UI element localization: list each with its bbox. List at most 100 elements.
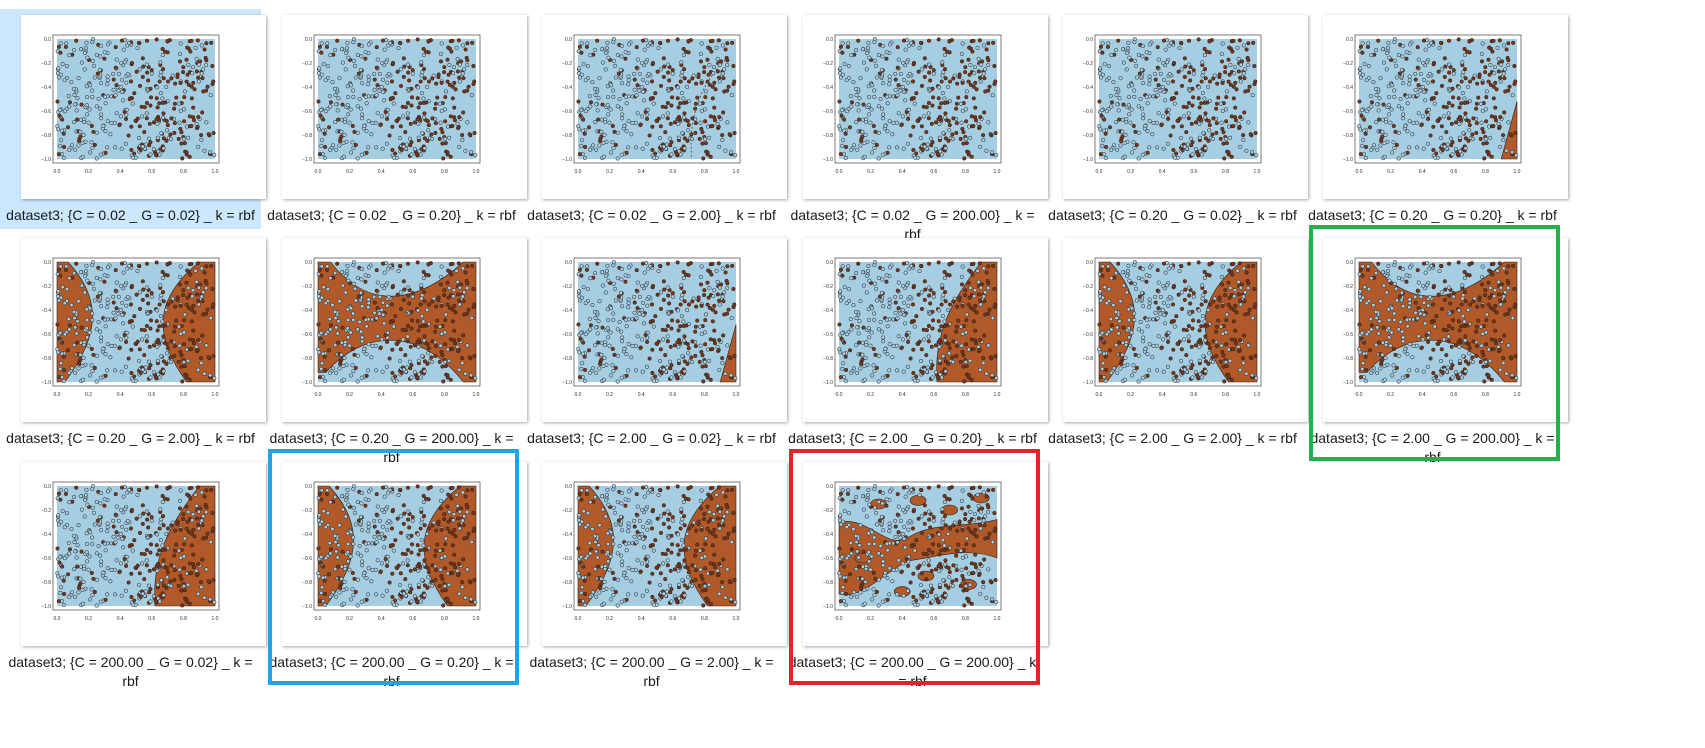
- svg-text:−0.4: −0.4: [41, 308, 51, 314]
- file-thumbnail[interactable]: 0.0 0.2 0.4 0.6 0.8 1.0 0.0 −0.2 −0.4 −0.6 −0.8 −1.…: [1302, 9, 1568, 229]
- svg-text:0.2: 0.2: [1387, 169, 1394, 175]
- file-thumbnail[interactable]: 0.0 0.2 0.4 0.6 0.8 1.0 0.0 −0.2 −0.4 −0.6 −0.8 −1.…: [1042, 9, 1308, 229]
- svg-text:−0.2: −0.2: [41, 61, 51, 67]
- svg-text:−0.8: −0.8: [1343, 133, 1353, 139]
- svg-text:0.0: 0.0: [565, 260, 572, 266]
- svg-text:0.0: 0.0: [54, 169, 61, 175]
- svg-text:−1.0: −1.0: [302, 157, 312, 163]
- plot-preview-image: 0.0 0.2 0.4 0.6 0.8 1.0 0.0 −0.2 −0.4 −0.6 −0.8 −1.…: [21, 462, 266, 646]
- file-name-label: dataset3; {C = 2.00 _ G = 0.02} _ k = rb…: [527, 430, 776, 446]
- svg-text:0.4: 0.4: [899, 169, 906, 175]
- file-name-label: dataset3; {C = 0.20 _ G = 200.00} _ k = …: [269, 430, 514, 465]
- file-thumbnail[interactable]: 0.0 0.2 0.4 0.6 0.8 1.0 0.0 −0.2 −0.4 −0.6 −0.8 −1.…: [0, 232, 266, 452]
- svg-text:−1.0: −1.0: [41, 157, 51, 163]
- svg-text:−0.8: −0.8: [302, 133, 312, 139]
- svg-text:−0.8: −0.8: [302, 356, 312, 362]
- svg-text:−1.0: −1.0: [302, 380, 312, 386]
- plot-preview-image: 0.0 0.2 0.4 0.6 0.8 1.0 0.0 −0.2 −0.4 −0.6 −0.8 −1.…: [282, 238, 527, 422]
- svg-text:0.2: 0.2: [346, 392, 353, 398]
- svg-text:−0.8: −0.8: [562, 133, 572, 139]
- file-thumbnail[interactable]: 0.0 0.2 0.4 0.6 0.8 1.0 0.0 −0.2 −0.4 −0.6 −0.8 −1.…: [0, 456, 266, 689]
- svg-text:0.4: 0.4: [1419, 169, 1426, 175]
- svg-text:0.6: 0.6: [669, 169, 676, 175]
- plot-preview-image: 0.0 0.2 0.4 0.6 0.8 1.0 0.0 −0.2 −0.4 −0.6 −0.8 −1.…: [542, 462, 787, 646]
- svg-text:0.8: 0.8: [701, 392, 708, 398]
- svg-text:0.0: 0.0: [1086, 260, 1093, 266]
- file-name-label: dataset3; {C = 0.02 _ G = 0.02} _ k = rb…: [6, 207, 255, 223]
- file-name-label: dataset3; {C = 0.02 _ G = 2.00} _ k = rb…: [527, 207, 776, 223]
- file-name-label: dataset3; {C = 200.00 _ G = 0.02} _ k = …: [8, 654, 253, 689]
- svg-text:0.0: 0.0: [836, 169, 843, 175]
- file-name-label: dataset3; {C = 2.00 _ G = 2.00} _ k = rb…: [1048, 430, 1297, 446]
- plot-preview-image: 0.0 0.2 0.4 0.6 0.8 1.0 0.0 −0.2 −0.4 −0.6 −0.8 −1.…: [21, 15, 266, 199]
- svg-text:0.8: 0.8: [441, 392, 448, 398]
- file-thumbnail[interactable]: 0.0 0.2 0.4 0.6 0.8 1.0 0.0 −0.2 −0.4 −0.6 −0.8 −1.…: [261, 456, 527, 689]
- svg-text:−0.4: −0.4: [823, 85, 833, 91]
- file-thumbnail[interactable]: 0.0 0.2 0.4 0.6 0.8 1.0 0.0 −0.2 −0.4 −0.6 −0.8 −1.…: [521, 456, 787, 689]
- svg-text:−0.6: −0.6: [302, 109, 312, 115]
- file-thumbnail[interactable]: 0.0 0.2 0.4 0.6 0.8 1.0 0.0 −0.2 −0.4 −0.6 −0.8 −1.…: [782, 232, 1048, 452]
- svg-text:0.0: 0.0: [565, 37, 572, 43]
- svg-text:0.2: 0.2: [606, 169, 613, 175]
- svg-text:−0.4: −0.4: [302, 85, 312, 91]
- svg-text:0.0: 0.0: [1096, 392, 1103, 398]
- file-name-label: dataset3; {C = 0.20 _ G = 2.00} _ k = rb…: [6, 430, 255, 446]
- svg-text:1.0: 1.0: [733, 169, 740, 175]
- svg-text:0.0: 0.0: [1346, 37, 1353, 43]
- file-thumbnail[interactable]: 0.0 0.2 0.4 0.6 0.8 1.0 0.0 −0.2 −0.4 −0.6 −0.8 −1.…: [521, 232, 787, 452]
- plot-preview-image: 0.0 0.2 0.4 0.6 0.8 1.0 0.0 −0.2 −0.4 −0.6 −0.8 −1.…: [1063, 15, 1308, 199]
- svg-text:1.0: 1.0: [994, 169, 1001, 175]
- file-thumbnail[interactable]: 0.0 0.2 0.4 0.6 0.8 1.0 0.0 −0.2 −0.4 −0.6 −0.8 −1.…: [782, 456, 1048, 689]
- file-thumbnail[interactable]: 0.0 0.2 0.4 0.6 0.8 1.0 0.0 −0.2 −0.4 −0.6 −0.8 −1.…: [261, 232, 527, 465]
- svg-text:0.8: 0.8: [701, 169, 708, 175]
- plot-preview-image: 0.0 0.2 0.4 0.6 0.8 1.0 0.0 −0.2 −0.4 −0.6 −0.8 −1.…: [803, 238, 1048, 422]
- svg-text:0.8: 0.8: [962, 169, 969, 175]
- file-thumbnail[interactable]: 0.0 0.2 0.4 0.6 0.8 1.0 0.0 −0.2 −0.4 −0.6 −0.8 −1.…: [521, 9, 787, 229]
- svg-text:−0.6: −0.6: [41, 109, 51, 115]
- svg-text:1.0: 1.0: [994, 392, 1001, 398]
- file-thumbnail[interactable]: 0.0 0.2 0.4 0.6 0.8 1.0 0.0 −0.2 −0.4 −0.6 −0.8 −1.…: [0, 9, 266, 229]
- svg-text:−0.2: −0.2: [302, 61, 312, 67]
- svg-text:1.0: 1.0: [1254, 169, 1261, 175]
- file-name-label: dataset3; {C = 200.00 _ G = 2.00} _ k = …: [529, 654, 774, 689]
- svg-text:−1.0: −1.0: [1083, 380, 1093, 386]
- svg-text:−0.4: −0.4: [562, 308, 572, 314]
- svg-text:−0.2: −0.2: [1083, 61, 1093, 67]
- svg-text:1.0: 1.0: [212, 392, 219, 398]
- svg-text:−0.4: −0.4: [41, 85, 51, 91]
- svg-text:−0.4: −0.4: [562, 85, 572, 91]
- svg-text:0.6: 0.6: [669, 392, 676, 398]
- file-name-label: dataset3; {C = 200.00 _ G = 0.20} _ k = …: [269, 654, 514, 689]
- svg-text:0.4: 0.4: [638, 392, 645, 398]
- svg-text:0.2: 0.2: [867, 169, 874, 175]
- svg-text:−1.0: −1.0: [1083, 157, 1093, 163]
- file-thumbnail[interactable]: 0.0 0.2 0.4 0.6 0.8 1.0 0.0 −0.2 −0.4 −0.6 −0.8 −1.…: [1042, 232, 1308, 452]
- file-thumbnail[interactable]: 0.0 0.2 0.4 0.6 0.8 1.0 0.0 −0.2 −0.4 −0.6 −0.8 −1.…: [261, 9, 527, 229]
- svg-text:−0.8: −0.8: [562, 356, 572, 362]
- svg-text:−0.6: −0.6: [41, 332, 51, 338]
- svg-text:0.4: 0.4: [638, 169, 645, 175]
- file-thumbnail[interactable]: 0.0 0.2 0.4 0.6 0.8 1.0 0.0 −0.2 −0.4 −0.6 −0.8 −1.…: [782, 9, 1048, 242]
- svg-text:0.0: 0.0: [1356, 169, 1363, 175]
- svg-text:−1.0: −1.0: [1343, 157, 1353, 163]
- svg-text:−0.6: −0.6: [1343, 109, 1353, 115]
- svg-text:0.8: 0.8: [1482, 169, 1489, 175]
- svg-text:−0.6: −0.6: [562, 109, 572, 115]
- file-thumbnail[interactable]: 0.0 0.2 0.4 0.6 0.8 1.0 0.0 −0.2 −0.4 −0.6 −0.8 −1.…: [1302, 232, 1568, 465]
- file-name-label: dataset3; {C = 0.20 _ G = 0.20} _ k = rb…: [1308, 207, 1557, 223]
- svg-text:0.8: 0.8: [1222, 169, 1229, 175]
- plot-preview-image: 0.0 0.2 0.4 0.6 0.8 1.0 0.0 −0.2 −0.4 −0.6 −0.8 −1.…: [1323, 238, 1568, 422]
- svg-text:0.0: 0.0: [575, 392, 582, 398]
- svg-text:0.6: 0.6: [148, 392, 155, 398]
- svg-text:0.0: 0.0: [315, 392, 322, 398]
- svg-text:0.0: 0.0: [305, 260, 312, 266]
- plot-preview-image: 0.0 0.2 0.4 0.6 0.8 1.0 0.0 −0.2 −0.4 −0.6 −0.8 −1.…: [282, 15, 527, 199]
- file-name-label: dataset3; {C = 2.00 _ G = 0.20} _ k = rb…: [788, 430, 1037, 446]
- svg-text:−0.8: −0.8: [823, 133, 833, 139]
- svg-text:−1.0: −1.0: [823, 380, 833, 386]
- svg-text:−0.2: −0.2: [823, 61, 833, 67]
- svg-text:−0.6: −0.6: [823, 109, 833, 115]
- svg-text:0.6: 0.6: [930, 169, 937, 175]
- svg-text:−0.4: −0.4: [302, 308, 312, 314]
- svg-text:0.2: 0.2: [867, 392, 874, 398]
